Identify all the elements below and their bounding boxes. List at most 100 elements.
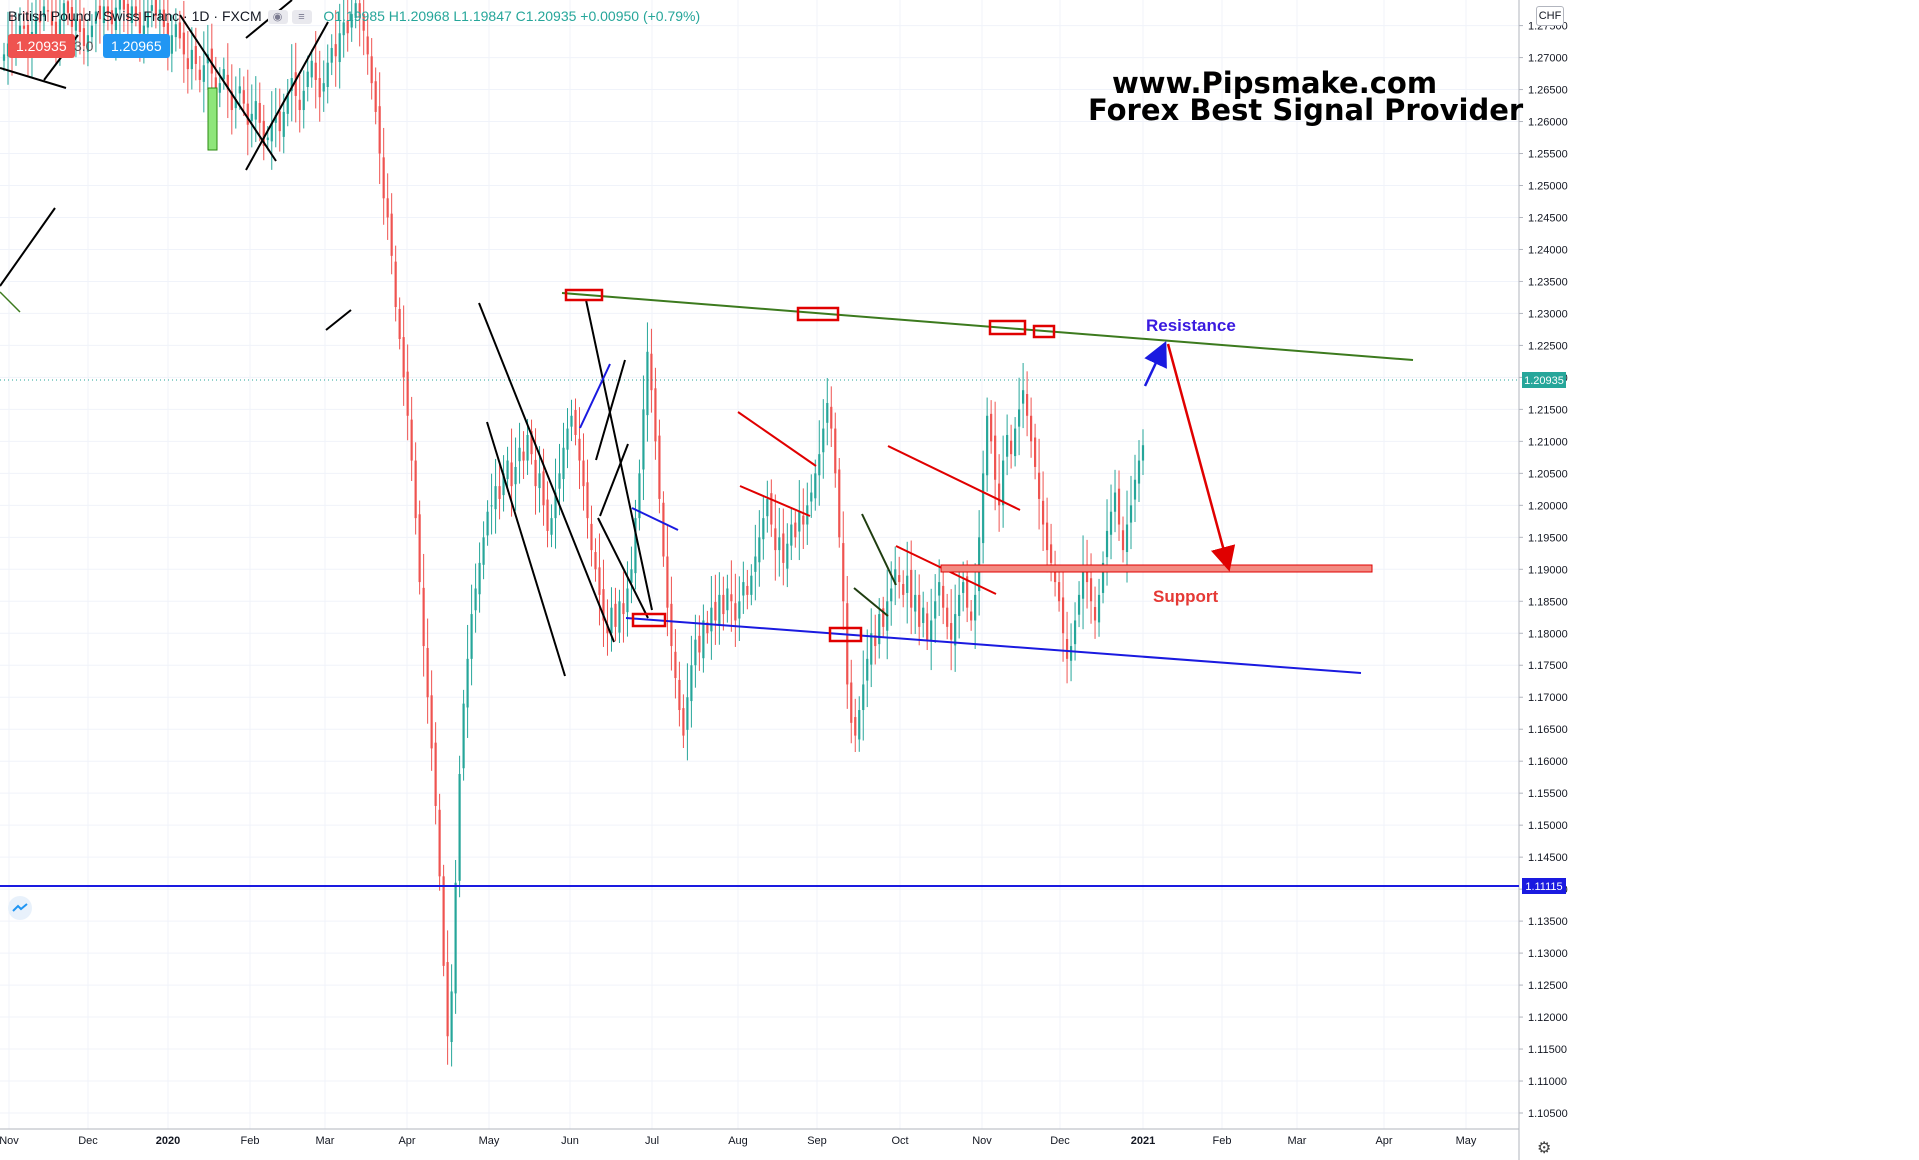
candle xyxy=(794,511,797,548)
candle xyxy=(94,0,98,53)
candle xyxy=(306,55,309,102)
symbol-title[interactable]: British Pound / Swiss Franc · 1D · FXCM xyxy=(8,8,262,24)
candle xyxy=(542,448,545,526)
candle xyxy=(1033,423,1037,480)
candle xyxy=(798,480,801,561)
candle xyxy=(598,533,601,626)
candle xyxy=(602,559,605,647)
price-tick-label: 1.11000 xyxy=(1528,1076,1567,1088)
time-tick-label: 2021 xyxy=(1131,1135,1155,1147)
channel-lines-dark-green[interactable] xyxy=(853,513,897,617)
candle xyxy=(642,375,645,501)
candle xyxy=(850,659,853,744)
time-tick-label: Dec xyxy=(1050,1135,1070,1147)
candle xyxy=(1133,454,1137,523)
candle xyxy=(590,505,593,567)
pattern-lines[interactable] xyxy=(0,0,653,677)
candle xyxy=(134,0,137,27)
candle xyxy=(622,571,625,643)
pattern-lines-blue[interactable] xyxy=(579,363,679,531)
price-tick-label: 1.19500 xyxy=(1528,532,1568,544)
currency-button[interactable]: CHF xyxy=(1536,6,1564,26)
candle xyxy=(210,23,213,97)
candle xyxy=(698,615,701,671)
price-tick-label: 1.12000 xyxy=(1528,1012,1568,1024)
price-tick-label: 1.20000 xyxy=(1528,500,1568,512)
more-icon[interactable]: ≡ xyxy=(291,10,312,25)
candle xyxy=(554,458,557,549)
candle xyxy=(394,245,397,322)
candle xyxy=(662,491,665,567)
candle xyxy=(422,553,425,677)
candle xyxy=(1109,484,1113,560)
tradingview-logo-icon[interactable] xyxy=(8,896,32,920)
projection-arrow-up[interactable] xyxy=(1143,340,1167,387)
projection-arrow-down[interactable] xyxy=(1166,343,1236,572)
candle xyxy=(242,76,245,117)
candle xyxy=(1093,586,1097,639)
time-tick-label: Apr xyxy=(398,1135,415,1147)
candle xyxy=(406,344,409,441)
candle xyxy=(262,104,265,161)
candle xyxy=(1041,471,1045,552)
sell-button[interactable]: 1.20935 xyxy=(8,34,75,58)
candle xyxy=(550,504,553,548)
price-tick-label: 1.16000 xyxy=(1528,756,1568,768)
eye-icon[interactable]: ◉ xyxy=(267,10,288,25)
touch-markers xyxy=(564,288,1056,643)
candle xyxy=(1002,435,1005,528)
candle xyxy=(1029,397,1033,458)
candle xyxy=(106,0,110,31)
candles xyxy=(2,0,1145,1067)
candle xyxy=(842,511,845,630)
candle xyxy=(130,0,133,38)
candle xyxy=(118,0,121,37)
candle xyxy=(122,0,125,33)
price-tick-label: 1.24500 xyxy=(1528,212,1568,224)
support-zone[interactable] xyxy=(940,564,1373,573)
candle xyxy=(238,68,241,110)
resistance-trendline[interactable] xyxy=(561,292,1414,361)
candle xyxy=(774,494,777,581)
candle xyxy=(102,0,106,44)
candle xyxy=(546,481,549,548)
candle xyxy=(398,297,401,350)
candle xyxy=(338,3,341,89)
gear-icon[interactable]: ⚙ xyxy=(1537,1140,1552,1157)
price-tick-label: 1.10500 xyxy=(1528,1108,1568,1120)
price-tick-label: 1.17000 xyxy=(1528,692,1568,704)
time-axis[interactable]: Nov Dec 2020 Feb Mar Apr May Jun Jul Aug Sep Oct Nov… xyxy=(0,1135,1477,1147)
candle xyxy=(1101,551,1105,604)
candle xyxy=(618,589,621,643)
candle xyxy=(270,91,273,170)
time-tick-label: Feb xyxy=(241,1135,260,1147)
time-tick-label: Nov xyxy=(972,1135,992,1147)
candle xyxy=(1077,581,1081,628)
candle xyxy=(410,396,413,481)
candle xyxy=(986,397,989,492)
candle xyxy=(334,10,337,87)
candle xyxy=(74,0,78,58)
support-trendline[interactable] xyxy=(625,617,1362,674)
candle xyxy=(846,576,849,709)
candle xyxy=(950,589,953,671)
buy-button[interactable]: 1.20965 xyxy=(103,34,170,58)
candle xyxy=(6,11,10,85)
candle xyxy=(414,442,417,535)
candle xyxy=(1022,363,1025,429)
candle xyxy=(830,386,833,447)
price-axis[interactable]: 1.10500 1.11000 1.11500 1.12000 1.12500 1.130… xyxy=(1519,21,1568,1120)
candle xyxy=(786,523,789,588)
candle xyxy=(994,401,997,511)
price-tick-label: 1.24000 xyxy=(1528,244,1568,256)
candle xyxy=(190,27,193,90)
pattern-line-green[interactable] xyxy=(0,291,21,313)
price-tick-label: 1.20500 xyxy=(1528,468,1568,480)
candle xyxy=(90,14,94,48)
candle xyxy=(762,495,765,560)
candle xyxy=(246,69,249,156)
candle xyxy=(378,72,381,185)
candle xyxy=(278,88,281,152)
candle xyxy=(926,601,929,651)
